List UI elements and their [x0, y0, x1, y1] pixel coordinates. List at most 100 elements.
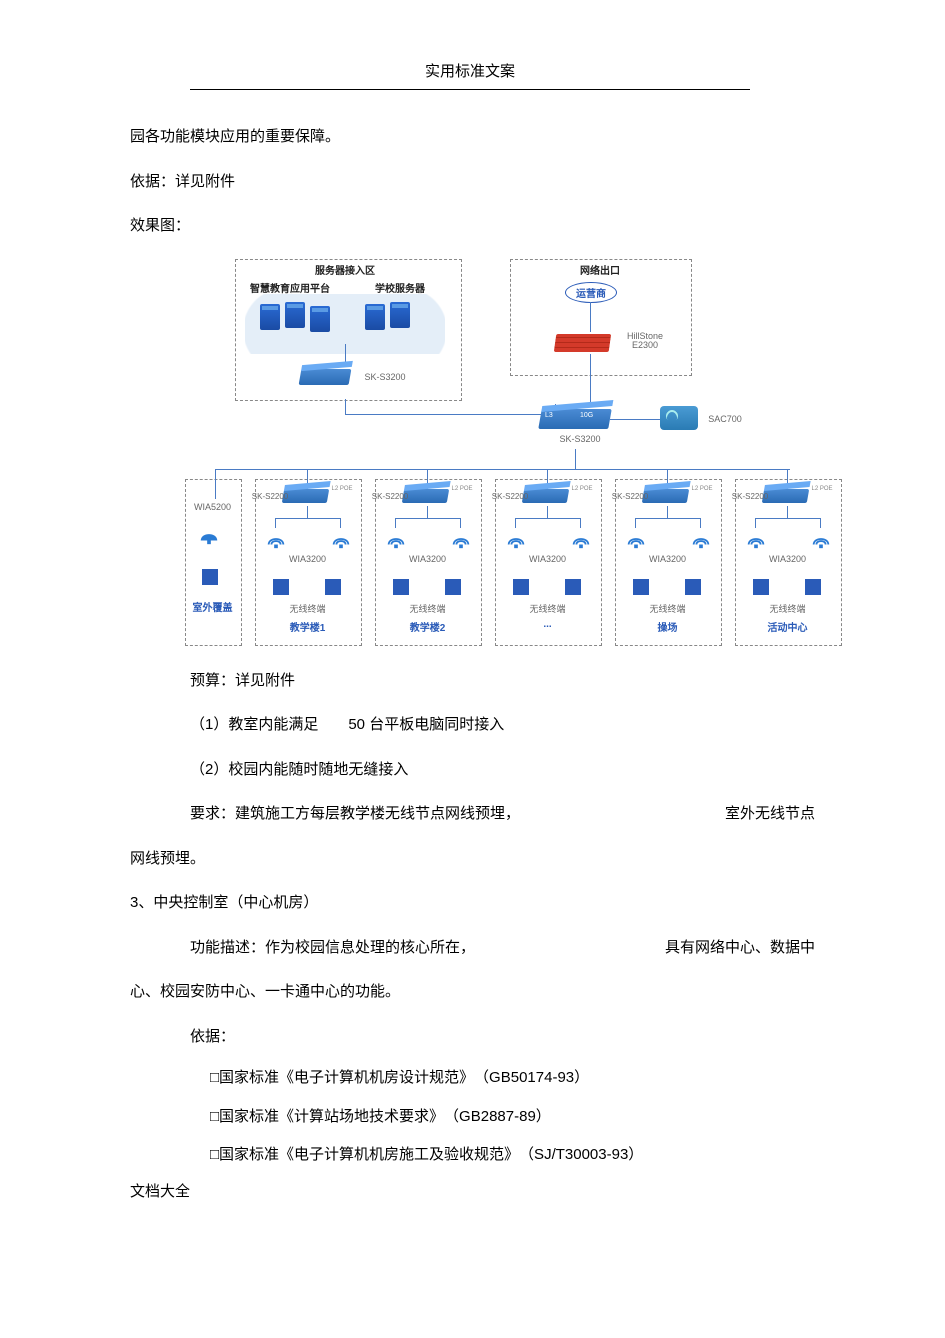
connector: [215, 469, 216, 499]
connector: [700, 518, 701, 528]
access-switch-label: SK-S2200: [490, 492, 530, 501]
outdoor-ap-label: WIA5200: [185, 502, 240, 512]
connector: [345, 399, 346, 414]
connector: [215, 469, 790, 470]
connector: [275, 518, 340, 519]
core-badge-l3: L3: [545, 412, 553, 419]
connector: [590, 302, 591, 332]
standard-1: □国家标准《电子计算机机房设计规范》 （GB50174-93）: [130, 1064, 815, 1093]
ap-label: WIA3200: [505, 554, 590, 564]
connector: [755, 518, 820, 519]
page-header: 实用标准文案: [190, 60, 750, 90]
connector: [820, 518, 821, 528]
ap-icon: [198, 524, 220, 546]
connector: [610, 419, 660, 420]
core-badge-10g: 10G: [580, 412, 593, 419]
ap-label: WIA3200: [385, 554, 470, 564]
ap-label: WIA3200: [625, 554, 710, 564]
isp-label: 运营商: [565, 282, 617, 303]
access-switch-label: SK-S2200: [250, 492, 290, 501]
connector: [340, 518, 341, 528]
connector: [635, 518, 700, 519]
exit-zone-title: 网络出口: [570, 262, 630, 277]
switch-badge: L2 POE: [447, 486, 477, 492]
ap-label: WIA3200: [265, 554, 350, 564]
connector: [787, 506, 788, 518]
terminal-icon: [685, 579, 701, 595]
connector: [395, 518, 460, 519]
terminal-icon: [325, 579, 341, 595]
section-3-func-cont: 心、校园安防中心、一卡通中心的功能。: [130, 975, 815, 1010]
building-name: 操场: [625, 619, 710, 634]
server-icon: [390, 302, 410, 328]
ap-icon: [690, 528, 712, 550]
paragraph: 效果图：: [130, 209, 815, 244]
section-3-title: 3、中央控制室（中心机房）: [130, 886, 815, 921]
func-left: 功能描述：作为校园信息处理的核心所在，: [130, 931, 475, 966]
connector: [515, 518, 516, 528]
page-footer: 文档大全: [130, 1180, 815, 1201]
access-switch-label: SK-S2200: [610, 492, 650, 501]
server-icon: [260, 304, 280, 330]
standard-2: □国家标准《计算站场地技术要求》 （GB2887-89）: [130, 1103, 815, 1132]
ap-icon: [265, 528, 287, 550]
requirement-4: 网线预埋。: [130, 842, 815, 877]
ap-label: WIA3200: [745, 554, 830, 564]
ap-icon: [450, 528, 472, 550]
switch-badge: L2 POE: [807, 486, 837, 492]
firewall-label: HillStone E2300: [615, 332, 675, 352]
terminal-label: 无线终端: [265, 602, 350, 615]
switch-badge: L2 POE: [567, 486, 597, 492]
platform-label: 智慧教育应用平台: [240, 280, 340, 295]
firewall-icon: [554, 334, 612, 352]
terminal-icon: [445, 579, 461, 595]
ap-icon: [810, 528, 832, 550]
access-switch-label: SK-S2200: [730, 492, 770, 501]
terminal-icon: [393, 579, 409, 595]
switch-label: SK-S3200: [355, 372, 415, 382]
terminal-icon: [565, 579, 581, 595]
connector: [547, 506, 548, 518]
building-name: 教学楼2: [385, 619, 470, 634]
connector: [395, 518, 396, 528]
terminal-icon: [805, 579, 821, 595]
school-server-label: 学校服务器: [360, 280, 440, 295]
terminal-label: 无线终端: [745, 602, 830, 615]
controller-icon: [660, 406, 698, 430]
server-zone-title: 服务器接入区: [295, 262, 395, 277]
controller-label: SAC700: [700, 414, 750, 424]
network-diagram: 服务器接入区 智慧教育应用平台 学校服务器 SK-S3200 网络出口 运营商 …: [180, 254, 850, 654]
connector: [575, 449, 576, 469]
connector: [427, 506, 428, 518]
connector: [515, 518, 580, 519]
server-icon: [365, 304, 385, 330]
requirement-2: （2）校园内能随时随地无缝接入: [130, 753, 815, 788]
ap-icon: [385, 528, 407, 550]
switch-badge: L2 POE: [687, 486, 717, 492]
connector: [590, 354, 591, 404]
firewall-model: HillStone E2300: [627, 331, 663, 351]
standard-3: □国家标准《电子计算机机房施工及验收规范》 （SJ/T30003-93）: [130, 1141, 815, 1170]
basis-label: 依据：: [130, 1020, 815, 1055]
terminal-label: 无线终端: [625, 602, 710, 615]
connector: [275, 518, 276, 528]
building-name: 活动中心: [745, 619, 830, 634]
server-icon: [285, 302, 305, 328]
ap-icon: [505, 528, 527, 550]
func-right: 具有网络中心、数据中: [665, 931, 815, 966]
section-3-func: 功能描述：作为校园信息处理的核心所在， 具有网络中心、数据中: [130, 931, 815, 966]
server-icon: [310, 306, 330, 332]
connector: [460, 518, 461, 528]
connector: [580, 518, 581, 528]
terminal-icon: [273, 579, 289, 595]
connector: [755, 518, 756, 528]
terminal-label: 无线终端: [505, 602, 590, 615]
terminal-icon: [202, 569, 218, 585]
outdoor-label: 室外覆盖: [185, 599, 240, 614]
ap-icon: [625, 528, 647, 550]
paragraph: 依据：详见附件: [130, 165, 815, 200]
req3-right: 室外无线节点: [725, 797, 815, 832]
connector: [635, 518, 636, 528]
building-name: ...: [505, 619, 590, 630]
terminal-icon: [633, 579, 649, 595]
